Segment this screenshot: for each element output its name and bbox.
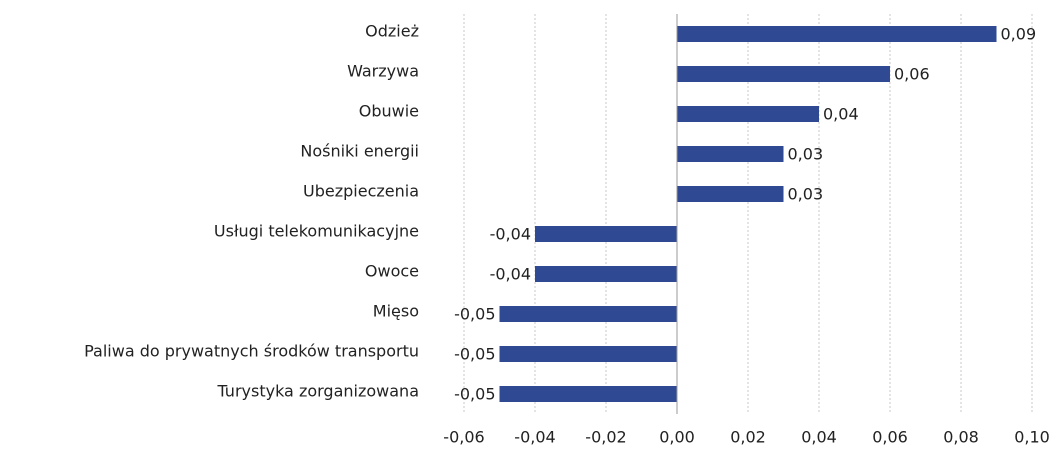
y-tick-label: Turystyka zorganizowana (216, 382, 419, 401)
value-label: 0,03 (788, 145, 824, 164)
x-tick-label: -0,04 (514, 428, 555, 447)
y-tick-label: Ubezpieczenia (303, 182, 419, 201)
y-tick-label: Warzywa (347, 62, 419, 81)
value-label: -0,04 (490, 265, 531, 284)
bar (535, 266, 677, 282)
x-tick-label: -0,06 (443, 428, 484, 447)
bar (677, 186, 784, 202)
value-label: 0,06 (894, 65, 930, 84)
x-tick-label: 0,08 (943, 428, 979, 447)
x-tick-label: 0,10 (1014, 428, 1050, 447)
y-tick-label: Paliwa do prywatnych środków transportu (84, 342, 419, 361)
y-tick-label: Nośniki energii (300, 142, 419, 161)
x-tick-label: 0,02 (730, 428, 766, 447)
y-tick-label: Usługi telekomunikacyjne (214, 222, 419, 241)
y-tick-label: Owoce (365, 262, 419, 281)
bar (499, 306, 677, 322)
value-label: 0,09 (1001, 25, 1037, 44)
bar (677, 26, 997, 42)
bar (677, 106, 819, 122)
bar (677, 66, 890, 82)
value-label: 0,03 (788, 185, 824, 204)
bar (535, 226, 677, 242)
value-label: -0,05 (454, 345, 495, 364)
y-tick-label: Mięso (373, 302, 419, 321)
bar (499, 386, 677, 402)
value-label: -0,05 (454, 305, 495, 324)
x-tick-label: -0,02 (585, 428, 626, 447)
value-label: -0,04 (490, 225, 531, 244)
bar (677, 146, 784, 162)
y-tick-label: Odzież (365, 22, 419, 41)
x-tick-label: 0,06 (872, 428, 908, 447)
value-label: 0,04 (823, 105, 859, 124)
y-tick-label: Obuwie (359, 102, 419, 121)
x-tick-label: 0,04 (801, 428, 837, 447)
value-label: -0,05 (454, 385, 495, 404)
x-tick-label: 0,00 (659, 428, 695, 447)
bar (499, 346, 677, 362)
